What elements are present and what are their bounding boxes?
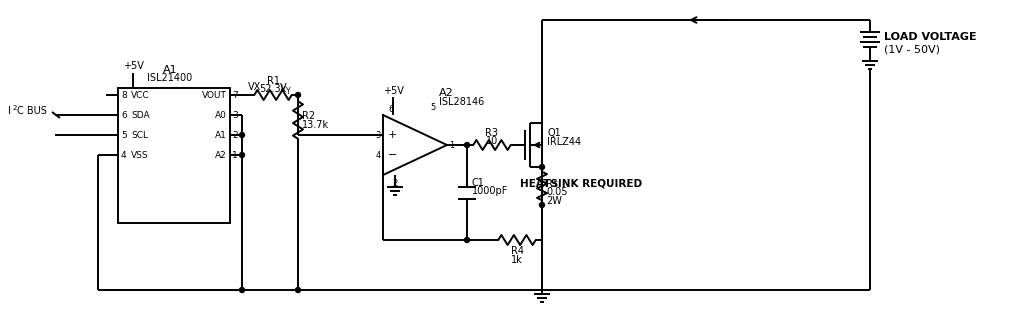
Text: VOUT: VOUT bbox=[202, 91, 227, 99]
Text: IRLZ44: IRLZ44 bbox=[547, 137, 581, 147]
Text: A0: A0 bbox=[215, 111, 227, 119]
Text: ISL28146: ISL28146 bbox=[439, 97, 484, 107]
Text: 1: 1 bbox=[232, 151, 238, 159]
Text: 4: 4 bbox=[121, 151, 126, 159]
Circle shape bbox=[239, 133, 244, 137]
Text: 2W: 2W bbox=[546, 196, 562, 206]
Text: C1: C1 bbox=[472, 177, 485, 188]
Text: 52.3k: 52.3k bbox=[259, 84, 287, 94]
Text: R3: R3 bbox=[485, 128, 498, 138]
Text: ISL21400: ISL21400 bbox=[147, 73, 193, 83]
Text: 3: 3 bbox=[232, 111, 238, 119]
Circle shape bbox=[239, 153, 244, 157]
Text: 1000pF: 1000pF bbox=[472, 186, 509, 195]
Text: 2: 2 bbox=[232, 131, 238, 139]
Text: +: + bbox=[388, 130, 398, 140]
Circle shape bbox=[239, 288, 244, 293]
Text: 6: 6 bbox=[388, 106, 394, 114]
Text: 1k: 1k bbox=[512, 255, 523, 265]
Text: I: I bbox=[8, 106, 11, 116]
Text: C BUS: C BUS bbox=[17, 106, 46, 116]
Text: 6: 6 bbox=[121, 111, 127, 119]
Circle shape bbox=[540, 165, 545, 170]
Text: +5V: +5V bbox=[122, 61, 143, 71]
Text: 1: 1 bbox=[449, 140, 454, 150]
Text: A2: A2 bbox=[215, 151, 227, 159]
Text: 5: 5 bbox=[431, 104, 436, 113]
Text: SDA: SDA bbox=[131, 111, 149, 119]
Text: VSS: VSS bbox=[131, 151, 148, 159]
Circle shape bbox=[540, 202, 545, 208]
Text: 2: 2 bbox=[13, 105, 17, 111]
Text: Y: Y bbox=[286, 87, 291, 95]
Text: VX: VX bbox=[248, 82, 261, 92]
Text: 13.7k: 13.7k bbox=[302, 120, 329, 130]
Text: 0.05: 0.05 bbox=[546, 187, 567, 197]
Text: R4: R4 bbox=[511, 246, 524, 256]
Text: VCC: VCC bbox=[131, 91, 149, 99]
Text: HEATSINK REQUIRED: HEATSINK REQUIRED bbox=[520, 178, 642, 188]
Circle shape bbox=[296, 92, 301, 97]
Text: 5: 5 bbox=[121, 131, 127, 139]
Text: 3: 3 bbox=[375, 131, 381, 139]
Text: 2: 2 bbox=[393, 178, 398, 188]
Text: +5V: +5V bbox=[382, 86, 404, 96]
Text: A1: A1 bbox=[215, 131, 227, 139]
Text: R2: R2 bbox=[302, 111, 315, 121]
Text: A2: A2 bbox=[439, 88, 454, 98]
Circle shape bbox=[296, 288, 301, 293]
Text: 10: 10 bbox=[486, 136, 498, 146]
Text: 4: 4 bbox=[375, 151, 381, 159]
Text: SCL: SCL bbox=[131, 131, 148, 139]
Text: R1: R1 bbox=[266, 76, 279, 86]
Text: A1: A1 bbox=[162, 65, 178, 75]
Bar bbox=[118, 88, 230, 223]
Circle shape bbox=[464, 237, 469, 242]
Circle shape bbox=[464, 142, 469, 148]
Text: LOAD VOLTAGE: LOAD VOLTAGE bbox=[884, 32, 977, 42]
Text: 7: 7 bbox=[232, 91, 238, 99]
Text: 8: 8 bbox=[121, 91, 127, 99]
Text: V: V bbox=[281, 83, 287, 93]
Text: (1V - 50V): (1V - 50V) bbox=[884, 45, 940, 55]
Text: Q1: Q1 bbox=[547, 128, 561, 138]
Text: −: − bbox=[388, 150, 398, 160]
Text: Rs: Rs bbox=[546, 179, 558, 189]
